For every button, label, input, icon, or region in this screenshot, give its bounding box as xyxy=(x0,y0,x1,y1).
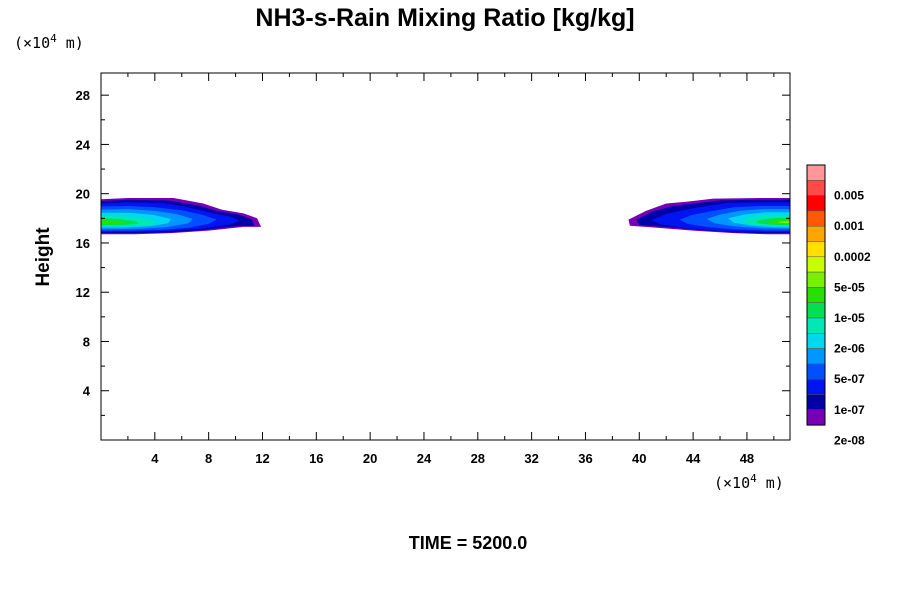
colorbar-label: 0.001 xyxy=(834,219,864,233)
x-tick-label: 8 xyxy=(205,451,212,466)
colorbar-swatch xyxy=(806,180,826,196)
colorbar-swatch xyxy=(806,210,826,227)
colorbar-swatch xyxy=(806,363,826,380)
colorbar-swatch xyxy=(806,378,826,395)
y-tick-label: 20 xyxy=(76,187,90,202)
x-tick-label: 24 xyxy=(417,451,432,466)
colorbar-swatch xyxy=(806,287,826,303)
colorbar-swatch xyxy=(806,302,826,319)
colorbar-swatch xyxy=(806,348,826,365)
colorbar-swatch xyxy=(806,317,826,334)
plot-frame xyxy=(100,72,791,441)
x-tick-label: 44 xyxy=(686,451,701,466)
x-tick-label: 12 xyxy=(255,451,269,466)
x-tick-label: 48 xyxy=(740,451,754,466)
colorbar-label: 1e-07 xyxy=(834,403,865,417)
colorbar-swatch xyxy=(806,195,826,212)
y-axis-label: Height xyxy=(33,227,54,287)
colorbar-swatch xyxy=(806,225,826,242)
contour-region-left-8 xyxy=(101,220,127,225)
x-tick-label: 36 xyxy=(578,451,592,466)
x-unit-label: (×104 m) xyxy=(714,472,784,492)
y-tick-label: 8 xyxy=(83,334,90,349)
x-tick-label: 40 xyxy=(632,451,646,466)
colorbar-swatch xyxy=(806,394,826,411)
colorbar-label: 0.0002 xyxy=(834,250,871,264)
colorbar-label: 5e-05 xyxy=(834,280,865,294)
colorbar-swatch xyxy=(806,241,826,258)
chart-title: NH3-s-Rain Mixing Ratio [kg/kg] xyxy=(255,4,634,32)
contour-fills xyxy=(101,198,790,235)
colorbar-label: 1e-05 xyxy=(834,311,865,325)
colorbar-frame xyxy=(806,164,826,426)
time-label: TIME = 5200.0 xyxy=(409,533,528,553)
colorbar-swatch xyxy=(806,409,826,426)
contour-region-right-18 xyxy=(777,221,790,224)
x-tick-label: 4 xyxy=(151,451,159,466)
x-tick-label: 20 xyxy=(363,451,377,466)
contour-region-right-17 xyxy=(767,219,790,225)
x-tick-label: 16 xyxy=(309,451,323,466)
y-tick-label: 4 xyxy=(83,384,91,399)
y-tick-label: 16 xyxy=(76,236,90,251)
colorbar-swatch xyxy=(806,271,826,288)
y-tick-label: 28 xyxy=(76,88,90,103)
y-tick-label: 12 xyxy=(76,285,90,300)
colorbar-swatch xyxy=(806,164,826,181)
colorbar-swatch xyxy=(806,256,826,273)
colorbar-label: 0.005 xyxy=(834,189,864,203)
colorbar-label: 5e-07 xyxy=(834,372,865,386)
x-tick-label: 32 xyxy=(524,451,538,466)
colorbar-swatch xyxy=(806,333,826,349)
colorbar: 0.005 0.001 0.0002 5e-05 1e-05 2e-06 5e-07 1e-0… xyxy=(806,164,871,447)
colorbar-label: 2e-08 xyxy=(834,433,865,447)
y-tick-label: 24 xyxy=(76,137,91,152)
y-unit-label: (×104 m) xyxy=(14,32,84,52)
colorbar-label: 2e-06 xyxy=(834,342,865,356)
x-tick-label: 28 xyxy=(471,451,485,466)
